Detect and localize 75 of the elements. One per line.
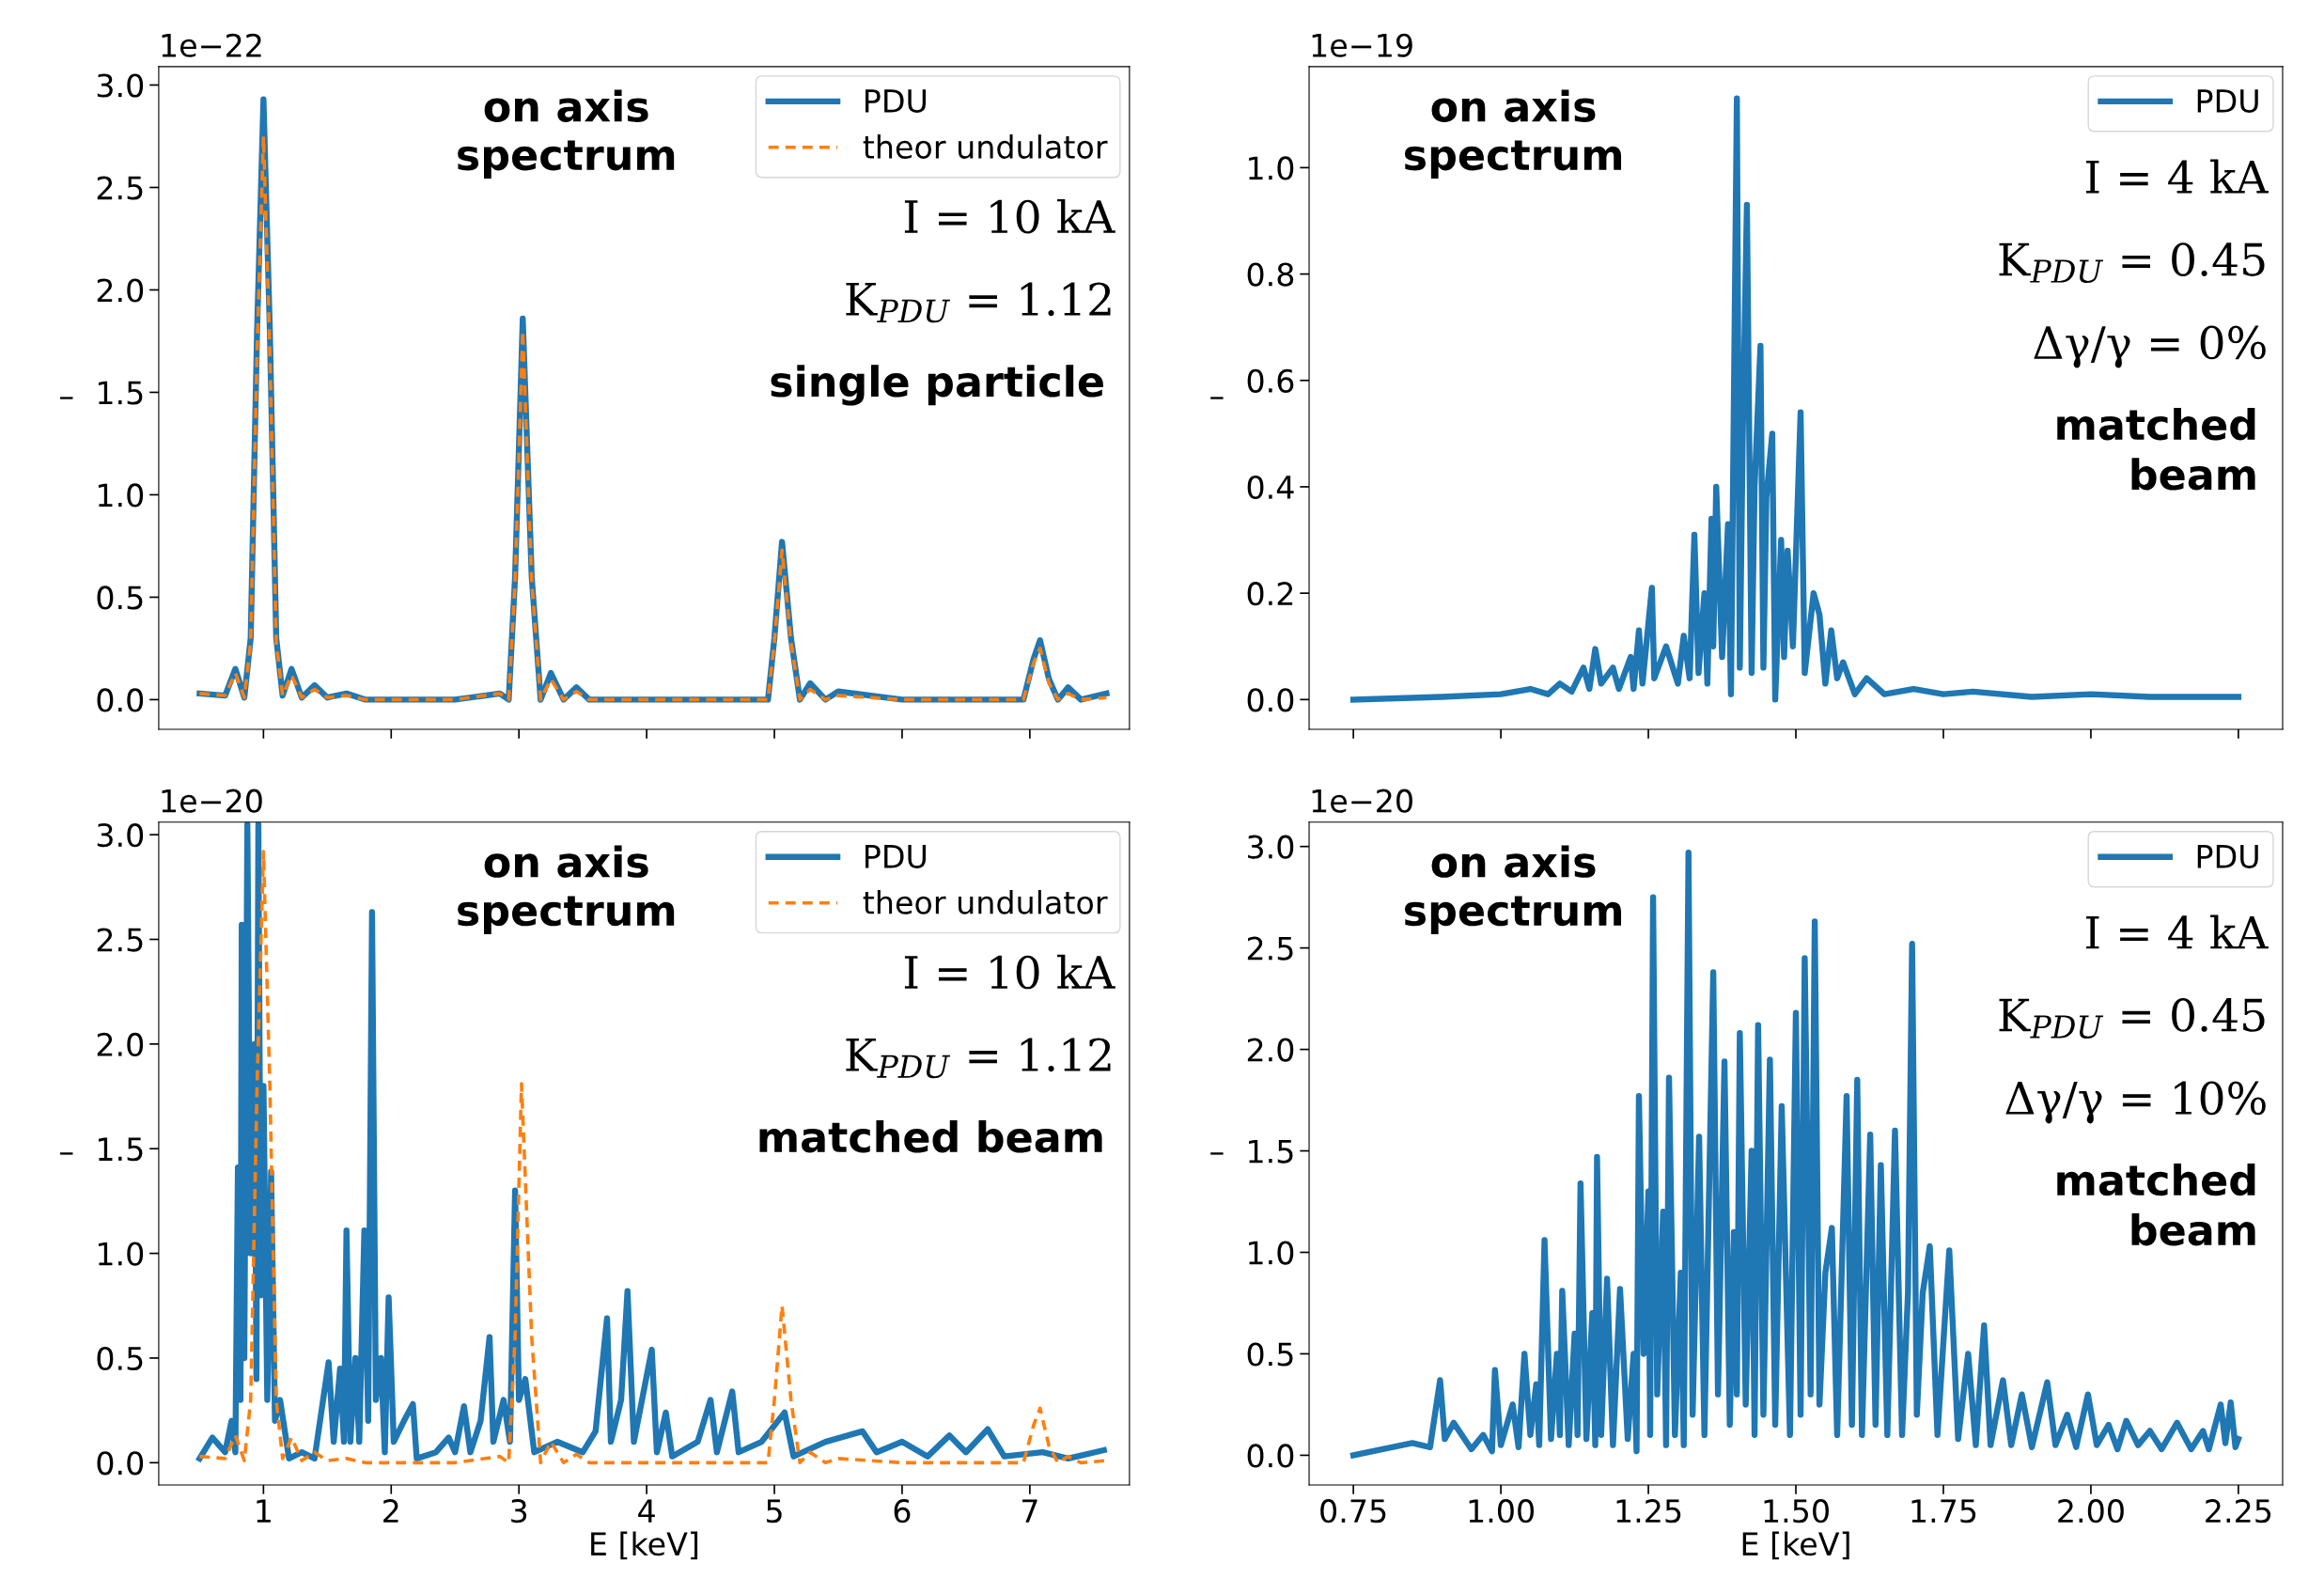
y-tick-label: 0.0 [1247, 1444, 1294, 1468]
y-tick-label: 0.2 [1247, 582, 1293, 606]
y-tick-label: 0.4 [1247, 475, 1294, 500]
y-tick-label: 1.0 [98, 483, 144, 508]
annotation: K$_{PDU}$ = 1.12 [846, 282, 1111, 323]
annotation: Δγ/γ = 10% [2005, 1081, 2266, 1124]
legend-label: theor undulator [863, 890, 1108, 914]
y-tick-label: 0.0 [97, 1451, 144, 1476]
y-tick-label: 2.5 [1247, 936, 1293, 961]
y-tick-label: 1.5 [1249, 1139, 1293, 1164]
annotation: on axis spectrum [1404, 89, 1622, 180]
x-tick-label: 2.25 [2206, 1499, 2271, 1523]
y-tick-label: 1.0 [1249, 156, 1294, 180]
annotation: I = 4 kA [2086, 159, 2269, 194]
y-tick-label: 1.0 [1249, 1241, 1294, 1265]
annotation: single particle [771, 365, 1103, 406]
annotation: on axis spectrum [458, 89, 675, 180]
y-tick-label: 1.5 [98, 381, 143, 405]
annotation: I = 10 kA [904, 954, 1115, 990]
y-tick-label: 0.8 [1247, 262, 1294, 287]
text: 1e−22 [162, 33, 261, 57]
x-tick-label: 6 [894, 1499, 911, 1523]
x-tick-label: 2.00 [2058, 1499, 2124, 1523]
y-tick-label: 0.6 [1247, 368, 1294, 393]
x-axis-title: E [keV] [591, 1531, 698, 1560]
y-tick-label: 2.0 [97, 1032, 144, 1056]
legend-label: PDU [866, 89, 927, 113]
y-axis-title: – [1210, 397, 1224, 399]
y-tick-label: 2.5 [97, 176, 143, 200]
y-axis-title: – [60, 1152, 73, 1155]
x-tick-label: 3 [511, 1499, 527, 1523]
legend-label: theor undulator [863, 134, 1108, 159]
x-tick-label: 1.00 [1469, 1499, 1534, 1523]
text: 1e−20 [162, 789, 262, 813]
annotation: Δγ/γ = 0% [2034, 325, 2266, 368]
y-tick-label: 3.0 [1247, 835, 1294, 859]
y-tick-label: 1.0 [98, 1242, 144, 1266]
y-tick-label: 0.5 [97, 586, 143, 610]
x-tick-label: 1.50 [1764, 1499, 1829, 1523]
annotation: K$_{PDU}$ = 0.45 [1999, 242, 2265, 284]
text: 1e−19 [1312, 33, 1412, 57]
annotation: matched beam [2057, 408, 2255, 491]
y-tick-label: 0.0 [97, 688, 144, 712]
x-tick-label: 0.75 [1320, 1499, 1386, 1523]
y-tick-label: 3.0 [97, 823, 144, 848]
y-tick-label: 0.0 [1247, 688, 1294, 712]
x-tick-label: 4 [638, 1499, 655, 1523]
annotation: on axis spectrum [458, 845, 675, 934]
x-tick-label: 1.25 [1616, 1499, 1681, 1523]
annotation: on axis spectrum [1404, 845, 1622, 934]
y-tick-label: 1.5 [98, 1137, 143, 1162]
y-axis-title: – [1210, 1152, 1224, 1155]
x-tick-label: 1.75 [1911, 1499, 1976, 1523]
annotation: matched beam [759, 1120, 1102, 1153]
y-axis-title: – [60, 397, 73, 399]
annotation: K$_{PDU}$ = 1.12 [846, 1038, 1111, 1079]
annotation: matched beam [2057, 1163, 2255, 1246]
y-tick-label: 3.0 [97, 73, 144, 98]
x-axis-title: E [keV] [1742, 1531, 1849, 1560]
y-tick-label: 2.5 [97, 928, 143, 952]
annotation: I = 10 kA [904, 198, 1115, 234]
y-tick-label: 0.5 [97, 1346, 143, 1371]
legend-label: PDU [866, 845, 927, 868]
legend-label: PDU [2197, 89, 2258, 113]
y-tick-label: 2.0 [1247, 1038, 1294, 1062]
x-tick-label: 7 [1022, 1499, 1037, 1523]
x-tick-label: 1 [257, 1499, 271, 1523]
legend-label: PDU [2197, 845, 2258, 868]
x-tick-label: 5 [767, 1499, 782, 1523]
annotation: K$_{PDU}$ = 0.45 [1999, 998, 2265, 1039]
y-tick-label: 2.0 [97, 278, 144, 303]
annotation: I = 4 kA [2086, 914, 2269, 949]
x-tick-label: 2 [383, 1499, 398, 1523]
text: 1e−20 [1312, 789, 1412, 813]
y-tick-label: 0.5 [1247, 1342, 1293, 1367]
